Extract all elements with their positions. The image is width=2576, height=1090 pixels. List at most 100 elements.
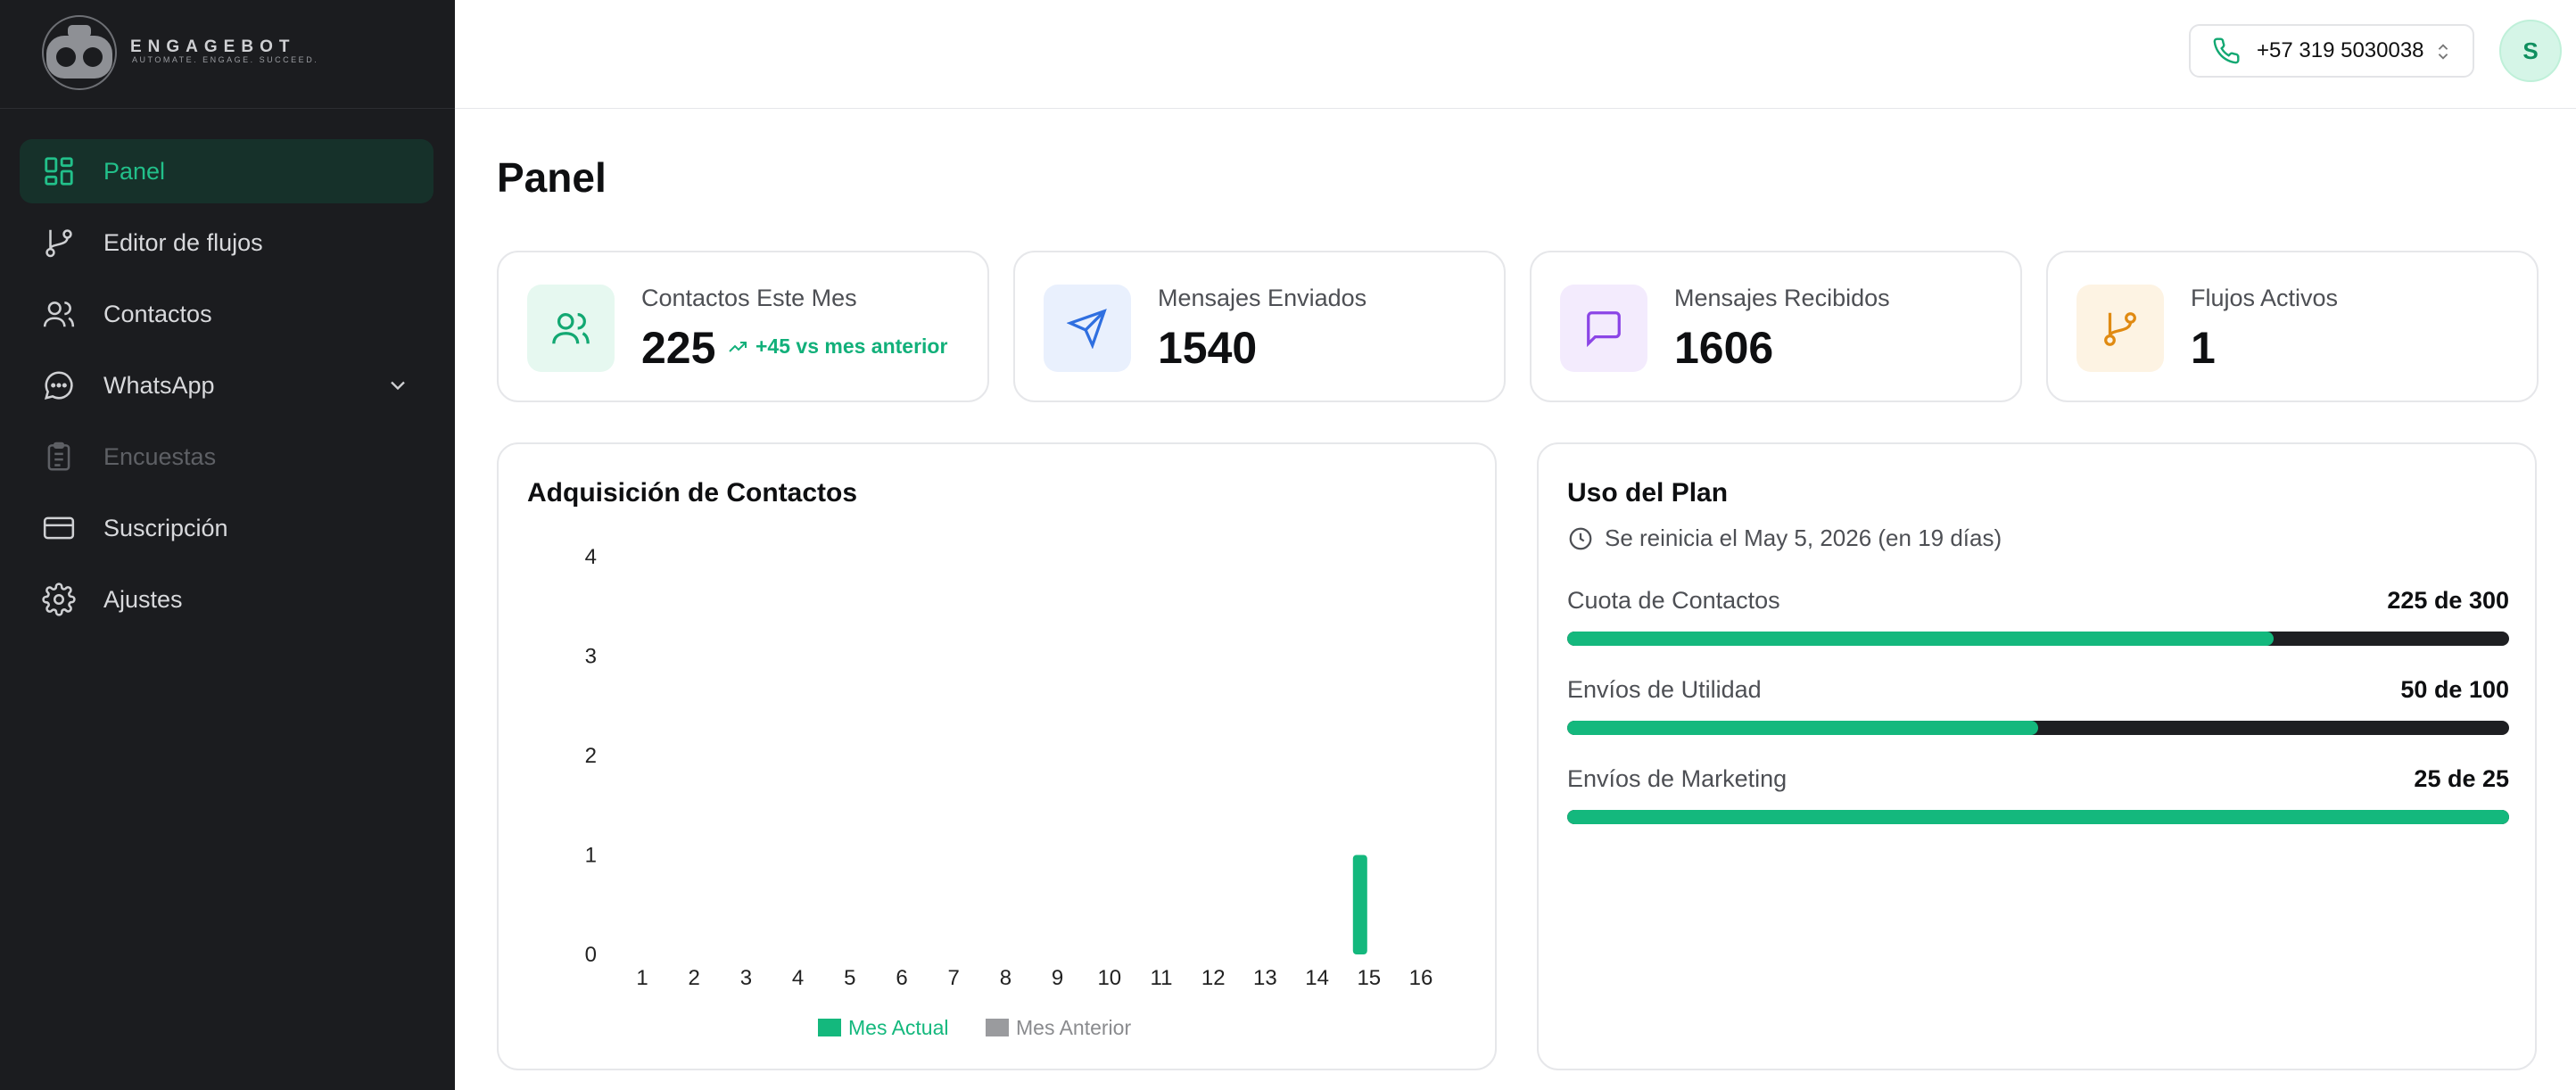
brand-tagline: AUTOMATE. ENGAGE. SUCCEED. [132,55,319,64]
quota-value: 25 de 25 [2414,765,2509,792]
dashboard-grid-icon [41,153,77,189]
stat-card-flujos-activos: Flujos Activos 1 [2046,251,2539,402]
sidebar-item-label: Encuestas [103,442,217,470]
stat-icon-box [527,285,615,372]
send-icon [1067,309,1107,349]
quota-progress-fill [1567,632,2274,646]
stat-card-mensajes-enviados: Mensajes Enviados 1540 [1013,251,1506,402]
x-tick-label: 4 [792,966,804,990]
sidebar-item-panel[interactable]: Panel [20,139,433,203]
x-tick-label: 11 [1151,966,1173,990]
page-title: Panel [497,154,607,201]
stat-value: 1540 [1158,323,1258,373]
quota-value: 50 de 100 [2400,676,2509,703]
quota-progress-track [1567,721,2509,735]
stat-value: 1 [2191,323,2216,373]
credit-card-icon [41,510,77,546]
users-icon [41,296,77,332]
legend-label: Mes Actual [848,1016,949,1039]
sidebar-item-label: Editor de flujos [103,228,263,256]
stat-value: 225 [641,323,716,373]
phone-number-value: +57 319 5030038 [2257,38,2424,62]
sidebar-item-label: WhatsApp [103,371,215,399]
x-tick-label: 5 [844,966,855,990]
stat-icon-box [2076,285,2164,372]
x-tick-label: 16 [1409,966,1433,990]
plan-reset-info: Se reinicia el May 5, 2026 (en 19 días) [1567,524,2002,552]
sidebar-item-label: Contactos [103,300,212,327]
sidebar-item-contactos[interactable]: Contactos [20,282,433,346]
x-tick-label: 8 [1000,966,1011,990]
sidebar-nav: Panel Editor de flujos Contactos WhatsAp… [20,139,433,639]
x-tick-label: 1 [636,966,648,990]
x-tick-label: 2 [689,966,700,990]
phone-icon [2213,37,2240,64]
legend-label: Mes Anterior [1016,1016,1131,1039]
chevron-down-icon[interactable] [385,373,410,398]
quota-label: Envíos de Utilidad [1567,676,1762,703]
quota-progress-fill [1567,721,2038,735]
chat-bubble-icon [41,367,77,403]
bar-mes-actual [1352,855,1367,954]
stat-card-contactos: Contactos Este Mes 225 +45 vs mes anteri… [497,251,989,402]
y-tick-label: 2 [585,744,597,768]
chevron-up-down-icon [2438,44,2448,60]
legend-swatch [986,1019,1009,1036]
quota-progress-track [1567,632,2509,646]
x-tick-label: 7 [948,966,960,990]
stat-card-mensajes-recibidos: Mensajes Recibidos 1606 [1530,251,2022,402]
y-tick-label: 1 [585,844,597,868]
phone-number-select[interactable]: +57 319 5030038 [2189,24,2474,78]
sidebar-item-label: Suscripción [103,514,228,541]
git-branch-icon [41,225,77,260]
sidebar-item-label: Ajustes [103,585,183,613]
sidebar: ENGAGEBOT AUTOMATE. ENGAGE. SUCCEED. Pan… [0,0,455,1090]
user-avatar[interactable]: S [2499,20,2562,82]
stat-trend: +45 vs mes anterior [727,334,947,359]
logo-area: ENGAGEBOT AUTOMATE. ENGAGE. SUCCEED. [0,0,455,109]
sidebar-item-encuestas: Encuestas [20,425,433,489]
stat-label: Contactos Este Mes [641,285,857,311]
gear-icon [41,582,77,617]
message-icon [1587,311,1621,348]
x-tick-label: 10 [1097,966,1121,990]
git-branch-icon [2104,312,2136,346]
x-tick-label: 9 [1052,966,1063,990]
sidebar-item-ajustes[interactable]: Ajustes [20,567,433,632]
x-tick-label: 6 [896,966,907,990]
y-tick-label: 0 [585,943,597,967]
top-bar: +57 319 5030038 S [455,0,2576,109]
stat-icon-box [1560,285,1647,372]
sidebar-item-editor-de-flujos[interactable]: Editor de flujos [20,211,433,275]
sidebar-item-suscripcion[interactable]: Suscripción [20,496,433,560]
y-tick-label: 4 [585,545,597,569]
stat-icon-box [1044,285,1131,372]
engagebot-logo-icon [42,15,117,90]
stat-label: Mensajes Enviados [1158,285,1367,311]
plan-usage-panel: Uso del Plan Se reinicia el May 5, 2026 … [1537,442,2537,1070]
users-icon [552,313,590,344]
x-tick-label: 13 [1253,966,1277,990]
quota-value: 225 de 300 [2387,587,2509,614]
y-tick-label: 3 [585,645,597,669]
brand-name: ENGAGEBOT [130,37,296,56]
clock-icon [1569,527,1592,549]
stat-label: Mensajes Recibidos [1674,285,1890,311]
stat-label: Flujos Activos [2191,285,2339,311]
x-tick-label: 12 [1201,966,1226,990]
sidebar-item-label: Panel [103,157,166,185]
quota-progress-fill [1567,810,2509,824]
x-tick-label: 14 [1305,966,1329,990]
stat-trend-text: +45 vs mes anterior [755,334,948,358]
trending-up-icon [729,341,747,352]
x-tick-label: 15 [1357,966,1381,990]
quota-progress-track [1567,810,2509,824]
x-tick-label: 3 [740,966,752,990]
stat-value: 1606 [1674,323,1774,373]
plan-reset-text: Se reinicia el May 5, 2026 (en 19 días) [1605,524,2002,551]
clipboard-icon [41,439,77,475]
sidebar-item-whatsapp[interactable]: WhatsApp [20,353,433,417]
quota-label: Envíos de Marketing [1567,765,1788,792]
